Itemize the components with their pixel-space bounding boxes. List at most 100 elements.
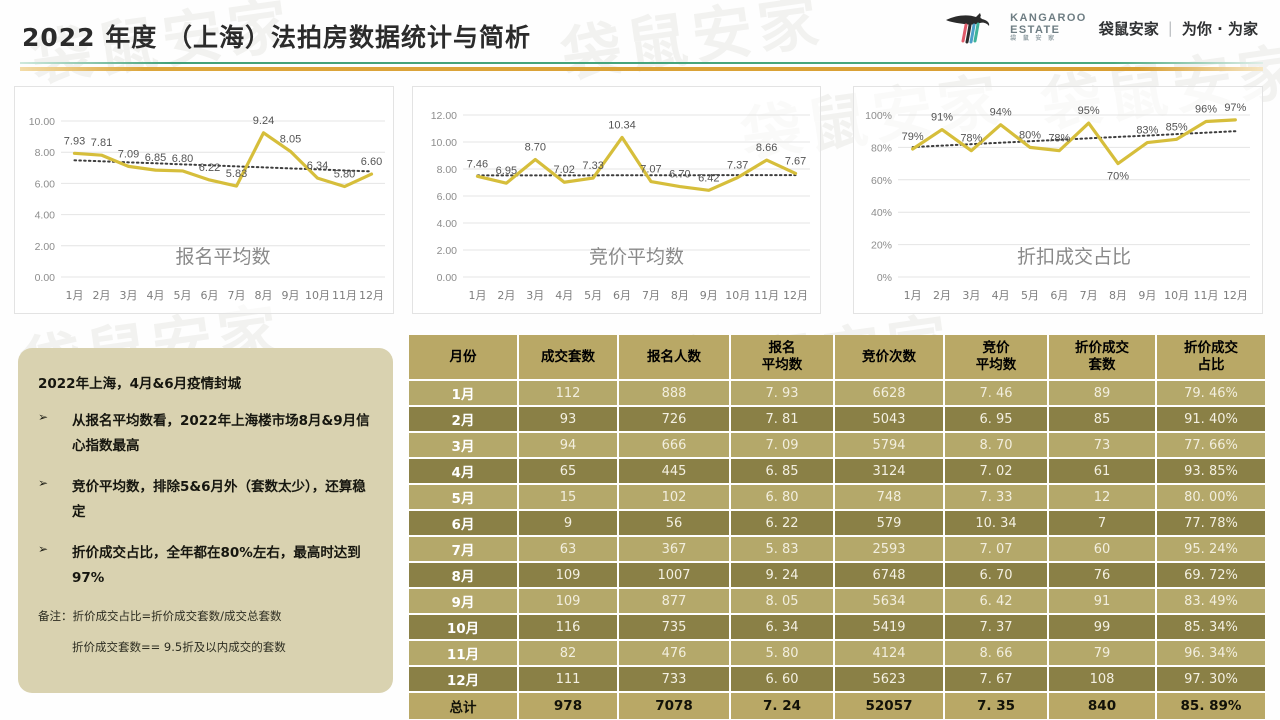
logo-text-kangaroo: KANGAROO [1010,12,1087,25]
table-total-cell: 85. 89% [1157,693,1265,719]
table-total-cell: 978 [519,693,619,719]
chart-y-tick-label: 10.00 [431,137,457,149]
chart-x-tick-label: 7月 [642,289,660,302]
table-row: 5月 15 102 6. 80 748 7. 33 12 80. 00% [409,485,1265,511]
table-cell: 4124 [835,641,945,667]
table-cell: 85. 34% [1157,615,1265,641]
table-cell: 6. 42 [945,589,1049,615]
notes-bullet: ➢ 折价成交占比，全年都在80%左右，最高时达到97% [38,541,373,591]
chart-x-tick-label: 10月 [1164,289,1189,302]
table-cell: 2593 [835,537,945,563]
table-cell: 94 [519,433,619,459]
chart-x-tick-label: 9月 [282,289,300,302]
bullet-arrow-icon: ➢ [38,541,49,556]
table-cell: 6. 60 [731,667,835,693]
chart-title: 竞价平均数 [589,246,684,268]
chart-x-tick-label: 2月 [933,289,951,302]
table-column-header: 月份 [409,335,519,381]
chart-point-label: 96% [1195,103,1217,115]
chart-point-label: 7.81 [91,137,112,149]
chart-point-label: 7.33 [582,160,603,172]
chart-x-tick-label: 4月 [555,289,573,302]
brand-name: 袋鼠安家 [1098,19,1159,38]
table-cell: 111 [519,667,619,693]
chart-x-tick-label: 7月 [228,289,246,302]
chart-point-label: 83% [1136,125,1158,137]
table-cell: 7. 93 [731,381,835,407]
bullet-arrow-icon: ➢ [38,475,49,490]
chart-series-line [475,135,798,192]
notes-footnote-definition: 备注：折价成交占比=折价成交套数/成交总套数 [38,608,282,623]
chart-point-label: 6.42 [698,172,719,184]
chart-x-tick-label: 3月 [526,289,544,302]
table-cell: 89 [1049,381,1157,407]
table-cell: 476 [619,641,731,667]
chart-series-line [72,131,374,189]
table-cell: 1月 [409,381,519,407]
table-cell: 726 [619,407,731,433]
chart-trendline [911,130,1237,149]
table-row: 9月 109 877 8. 05 5634 6. 42 91 83. 49% [409,589,1265,615]
chart-trendline [73,159,373,173]
chart-x-tick-label: 4月 [992,289,1010,302]
chart-point-label: 85% [1166,121,1188,133]
table-cell: 7. 81 [731,407,835,433]
chart-point-label: 91% [931,112,953,124]
chart-point-label: 7.93 [64,135,85,147]
chart-x-tick-label: 9月 [1138,289,1156,302]
chart-point-label: 6.95 [496,165,517,177]
table-header-row: 月份 成交套数 报名人数 报名 平均数 竞价次数 竞价 平均数 折价成交 套数 折价成交 占比 [409,335,1265,381]
chart-point-label: 10.34 [608,119,636,131]
chart-x-tick-label: 4月 [147,289,165,302]
table-row: 3月 94 666 7. 09 5794 8. 70 73 77. 66% [409,433,1265,459]
chart-svg: 0.00 2.00 4.00 6.00 8.00 10.00 12.00 7.46 6.95 8.… [431,110,810,302]
table-total-row: 总计 978 7078 7. 24 52057 7. 35 840 85. 89% [409,693,1265,719]
chart-y-tick-label: 12.00 [431,110,457,122]
table-cell: 7. 37 [945,615,1049,641]
chart-x-tick-label: 6月 [1050,289,1068,302]
table-cell: 7. 33 [945,485,1049,511]
chart-x-tick-label: 3月 [120,289,138,302]
brand-slogan: 为你 · 为家 [1181,19,1258,38]
table-cell: 7. 67 [945,667,1049,693]
chart-point-label: 8.70 [525,142,546,154]
notes-heading: 2022年上海，4月&6月疫情封城 [38,376,242,392]
chart-card-registration-average: 0.00 2.00 4.00 6.00 8.00 10.00 7.93 7.81 7.09 6.8… [14,86,394,314]
chart-point-label: 7.09 [118,148,139,160]
table-cell: 367 [619,537,731,563]
table-cell: 15 [519,485,619,511]
table-total-cell: 7. 35 [945,693,1049,719]
table-column-header: 竞价次数 [835,335,945,381]
chart-point-label: 5.83 [226,168,247,180]
chart-x-tick-label: 5月 [174,289,192,302]
chart-point-label: 9.24 [253,115,274,127]
chart-series-line [911,118,1237,166]
table-cell: 7 [1049,511,1157,537]
table-cell: 109 [519,589,619,615]
chart-point-label: 6.34 [307,160,328,172]
chart-x-tick-label: 1月 [904,289,922,302]
table-row: 4月 65 445 6. 85 3124 7. 02 61 93. 85% [409,459,1265,485]
chart-x-tick-label: 11月 [332,289,357,302]
chart-point-label: 7.37 [727,160,748,172]
table-cell: 735 [619,615,731,641]
table-cell: 82 [519,641,619,667]
chart-x-tick-label: 5月 [1021,289,1039,302]
table-cell: 7. 46 [945,381,1049,407]
chart-card-bidding-average: 0.00 2.00 4.00 6.00 8.00 10.00 12.00 7.46 6.95 8.… [412,86,821,314]
table-cell: 748 [835,485,945,511]
table-cell: 6628 [835,381,945,407]
table-total-cell: 总计 [409,693,519,719]
table-cell: 9 [519,511,619,537]
brand-name-block: 袋鼠安家 | 为你 · 为家 [1099,18,1258,39]
table-body: 1月 112 888 7. 93 6628 7. 46 89 79. 46% 2月 93 726 7.… [409,381,1265,719]
table-cell: 95. 24% [1157,537,1265,563]
chart-y-tick-label: 8.00 [35,147,56,159]
table-cell: 888 [619,381,731,407]
chart-point-label: 6.70 [669,169,690,181]
kangaroo-icon [946,13,990,44]
chart-x-tick-label: 1月 [66,289,84,302]
table-column-header: 折价成交 套数 [1049,335,1157,381]
logo-text-cn: 袋 鼠 安 家 [1010,36,1057,43]
